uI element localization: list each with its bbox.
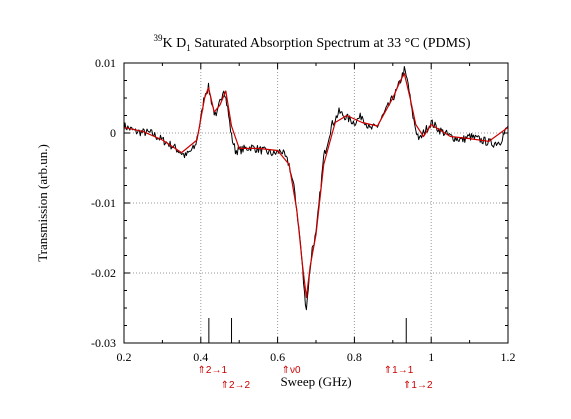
y-tick-label: -0.02 — [91, 266, 116, 280]
transition-label: ⇑2→1 — [198, 365, 228, 376]
y-tick-label: 0 — [110, 126, 116, 140]
y-axis-label: Transmission (arb.un.) — [35, 144, 50, 262]
chart-title-main: K D — [163, 36, 187, 51]
fit-trace — [123, 72, 509, 299]
transition-label: ⇑2→2 — [221, 380, 251, 391]
y-tick-label: -0.01 — [91, 196, 116, 210]
transition-label: ⇑ν0 — [282, 365, 301, 376]
x-tick-label: 0.6 — [270, 350, 285, 364]
chart-title-rest: Saturated Absorption Spectrum at 33 °C (… — [191, 36, 471, 51]
x-tick-label: 0.2 — [117, 350, 132, 364]
series-layer — [123, 66, 509, 311]
grid-lines — [124, 63, 508, 343]
y-tick-label: -0.03 — [91, 336, 116, 350]
tick-layer: 0.2 0.4 0.6 0.8 1 1.2 0.01 0 -0.01 -0.02 -0.03 — [91, 56, 516, 364]
chart-title-sub: 1 — [186, 43, 191, 53]
chart-title: 39K D1 Saturated Absorption Spectrum at … — [154, 33, 471, 53]
x-tick-label: 1 — [428, 350, 434, 364]
x-tick-label: 0.8 — [347, 350, 362, 364]
y-tick-label: 0.01 — [95, 56, 116, 70]
x-tick-label: 1.2 — [501, 350, 516, 364]
x-axis-label: Sweep (GHz) — [280, 374, 351, 389]
annotation-layer: ⇑2→1 ⇑2→2 ⇑ν0 ⇑1→1 ⇑1→2 — [198, 365, 433, 391]
transition-label: ⇑1→2 — [403, 380, 433, 391]
transition-label: ⇑1→1 — [384, 365, 414, 376]
chart-title-sup: 39 — [154, 33, 164, 43]
x-tick-label: 0.4 — [193, 350, 208, 364]
peak-marker-layer — [208, 318, 407, 343]
